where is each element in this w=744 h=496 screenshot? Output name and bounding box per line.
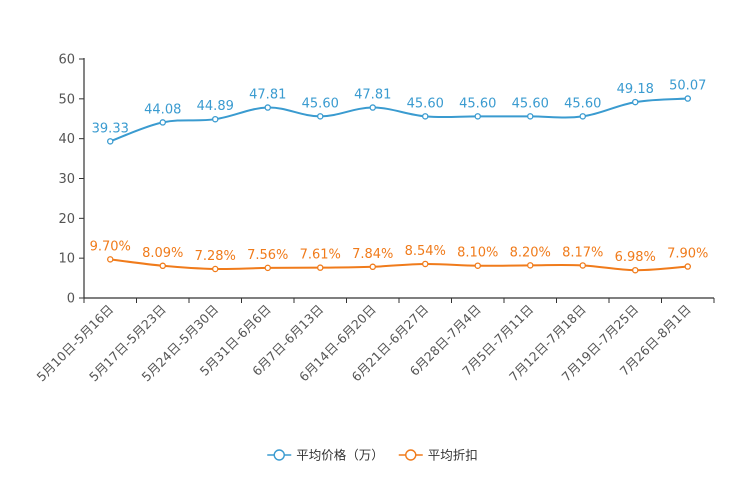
data-point	[632, 98, 639, 106]
data-label: 8.09%	[142, 246, 183, 261]
data-point	[579, 262, 587, 269]
data-label: 45.60	[459, 96, 496, 111]
data-label: 45.60	[512, 96, 549, 111]
data-point	[421, 113, 429, 120]
y-tick-label: 50	[58, 92, 75, 107]
data-label: 7.61%	[300, 248, 341, 263]
data-label: 45.60	[407, 96, 444, 111]
chart-series: 39.33 44.08 44.89 47.81 45.60 47.81 45.60 45.60…	[90, 79, 708, 274]
data-label: 44.89	[197, 99, 234, 114]
data-point	[684, 95, 692, 102]
data-label: 45.60	[302, 96, 339, 111]
data-label: 7.28%	[195, 249, 236, 264]
y-tick-label: 0	[67, 292, 75, 307]
data-label: 8.10%	[457, 246, 498, 261]
series-line	[109, 97, 688, 143]
data-label: 8.54%	[405, 244, 446, 259]
data-point	[527, 262, 534, 269]
y-tick-label: 10	[58, 252, 75, 267]
legend-item-2[interactable]: 平均折扣	[398, 448, 478, 463]
legend-label: 平均折扣	[428, 448, 478, 463]
data-label: 7.84%	[352, 247, 393, 262]
data-point	[159, 262, 166, 270]
data-point	[211, 115, 219, 123]
data-label: 9.70%	[90, 239, 131, 254]
data-point	[107, 256, 114, 263]
legend-marker-icon	[273, 449, 285, 461]
data-point	[527, 113, 534, 120]
data-label: 6.98%	[615, 250, 656, 265]
y-tick-label: 30	[58, 172, 75, 187]
data-label: 39.33	[92, 121, 129, 136]
legend-marker-icon	[405, 449, 417, 461]
data-label: 49.18	[617, 82, 654, 97]
y-tick-label: 40	[58, 132, 75, 147]
series-2: 9.70% 8.09% 7.28% 7.56% 7.61% 7.84% 8.54% 8.10%…	[90, 239, 708, 274]
data-label: 45.60	[564, 96, 601, 111]
series-line	[110, 258, 688, 272]
data-label: 8.20%	[510, 245, 551, 260]
data-label: 8.17%	[562, 245, 603, 260]
data-point	[579, 113, 587, 120]
data-point	[369, 263, 376, 271]
data-label: 47.81	[249, 88, 286, 103]
data-point	[421, 260, 429, 268]
data-label: 44.08	[144, 102, 181, 117]
y-tick-label: 60	[58, 53, 75, 68]
data-point	[474, 262, 481, 269]
data-label: 47.81	[354, 88, 391, 103]
data-point	[211, 265, 219, 273]
data-point	[369, 104, 376, 111]
data-point	[159, 119, 166, 126]
data-label: 7.90%	[667, 247, 708, 262]
y-tick-label: 20	[58, 212, 75, 227]
data-label: 7.56%	[247, 248, 288, 263]
series-1: 39.33 44.08 44.89 47.81 45.60 47.81 45.60 45.60…	[92, 79, 706, 145]
chart-legend[interactable]: 平均价格（万） 平均折扣	[267, 448, 478, 463]
data-point	[107, 138, 114, 145]
data-point	[264, 264, 271, 272]
legend-item-1[interactable]: 平均价格（万）	[267, 448, 384, 463]
data-point	[474, 113, 481, 120]
data-point	[684, 263, 692, 270]
data-point	[632, 266, 639, 274]
data-point	[264, 104, 271, 111]
legend-label: 平均价格（万）	[296, 448, 384, 463]
data-label: 50.07	[669, 79, 706, 94]
data-point	[316, 264, 324, 271]
data-point	[316, 113, 324, 120]
